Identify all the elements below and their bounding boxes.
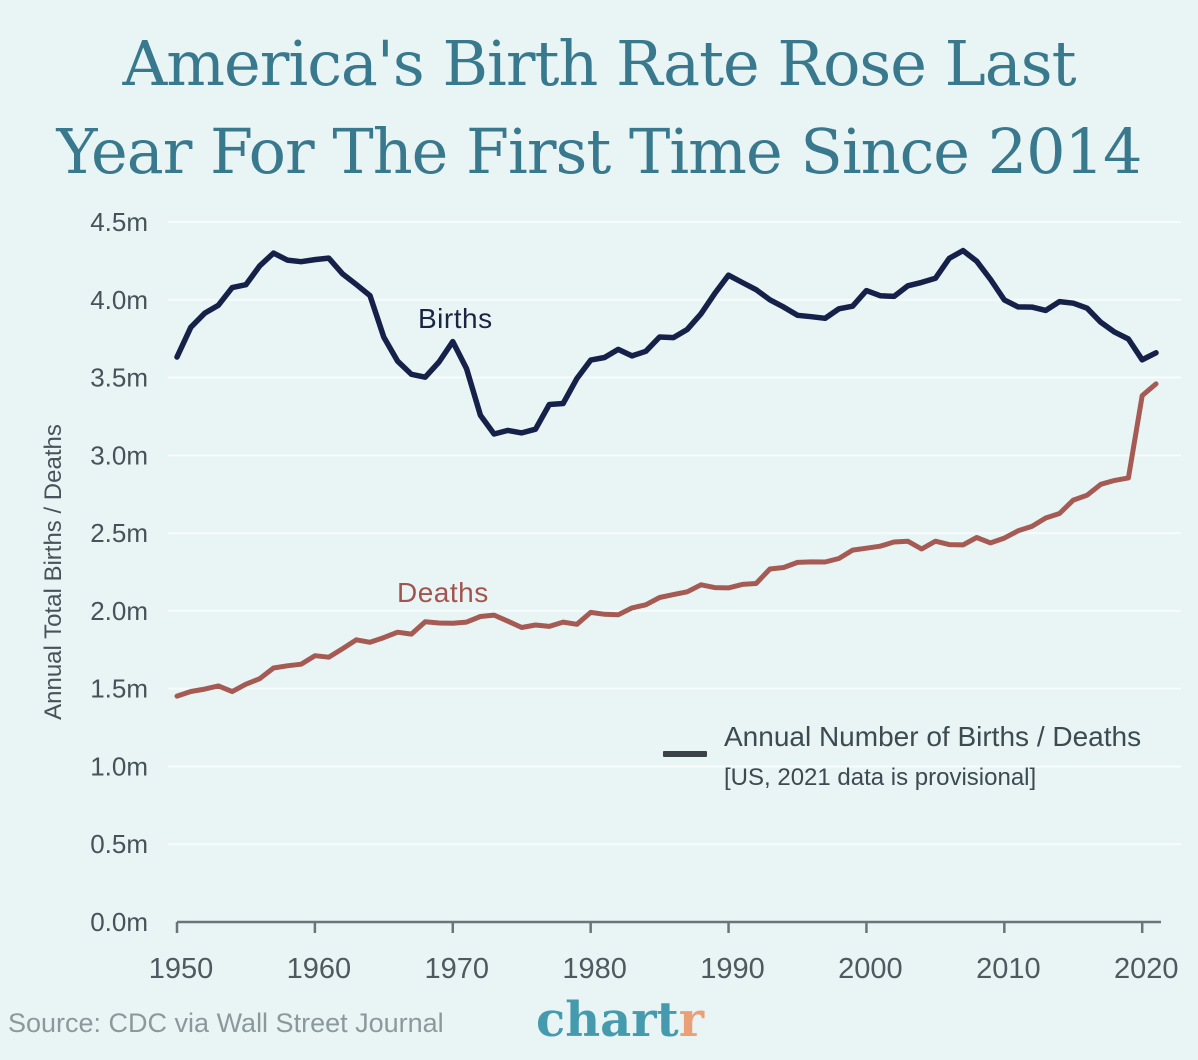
y-tick-label-0.0m: 0.0m xyxy=(90,907,148,937)
x-tick-label-1980: 1980 xyxy=(562,953,627,985)
x-tick-label-2020: 2020 xyxy=(1114,953,1179,985)
births-series-label: Births xyxy=(418,303,493,334)
legend-line-swatch xyxy=(663,751,707,757)
chart-title: America's Birth Rate Rose Last Year For … xyxy=(0,20,1198,196)
x-tick-label-2010: 2010 xyxy=(976,953,1041,985)
chart-title-line-2: Year For The First Time Since 2014 xyxy=(56,115,1143,188)
chartr-logo-accent: r xyxy=(678,992,704,1048)
y-tick-label-4.0m: 4.0m xyxy=(90,285,148,315)
x-tick-label-1990: 1990 xyxy=(700,953,765,985)
legend-text: Annual Number of Births / Deaths [US, 20… xyxy=(724,720,1141,793)
x-tick-label-1960: 1960 xyxy=(287,953,352,985)
y-tick-label-4.5m: 4.5m xyxy=(90,207,148,237)
chartr-logo: chartr xyxy=(536,992,704,1048)
chart-title-line-1: America's Birth Rate Rose Last xyxy=(122,27,1076,100)
legend: Annual Number of Births / Deaths [US, 20… xyxy=(663,720,1141,793)
deaths-line xyxy=(174,381,1159,699)
y-tick-label-2.0m: 2.0m xyxy=(90,596,148,626)
y-tick-label-1.5m: 1.5m xyxy=(90,674,148,704)
chartr-logo-main: chart xyxy=(536,992,679,1048)
legend-subtitle: [US, 2021 data is provisional] xyxy=(724,764,1037,791)
x-tick-label-1970: 1970 xyxy=(425,953,490,985)
legend-title: Annual Number of Births / Deaths xyxy=(724,721,1142,752)
x-tick-label-1950: 1950 xyxy=(149,953,214,985)
y-tick-label-3.0m: 3.0m xyxy=(90,440,148,470)
y-tick-label-2.5m: 2.5m xyxy=(90,518,148,548)
y-tick-label-1.0m: 1.0m xyxy=(90,751,148,781)
births-line xyxy=(174,247,1159,437)
source-attribution: Source: CDC via Wall Street Journal xyxy=(8,1008,444,1038)
deaths-series-label: Deaths xyxy=(397,577,489,608)
y-tick-label-3.5m: 3.5m xyxy=(90,363,148,393)
y-tick-label-0.5m: 0.5m xyxy=(90,829,148,859)
x-tick-label-2000: 2000 xyxy=(838,953,903,985)
